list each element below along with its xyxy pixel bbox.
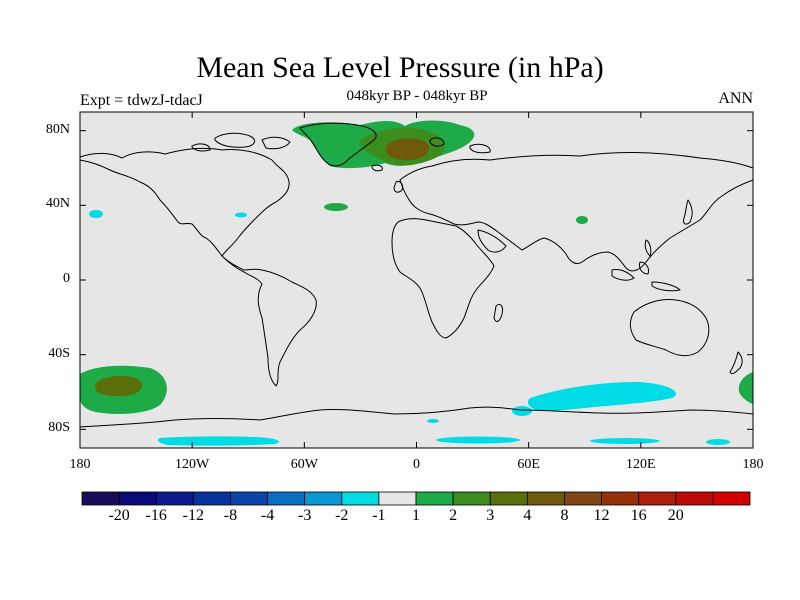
- contour-tibet: [576, 216, 588, 224]
- coast-japan: [683, 199, 693, 225]
- y-tick-label: 40N: [45, 196, 70, 212]
- x-tick-label: 60E: [517, 457, 540, 472]
- experiment-label: Expt = tdwzJ-tdacJ: [80, 92, 203, 109]
- coast-new-zealand: [729, 351, 743, 375]
- colorbar-swatch: [638, 491, 677, 506]
- colorbar-label: -3: [297, 507, 312, 524]
- colorbar-swatch: [564, 491, 602, 506]
- colorbar-label: -1: [372, 507, 386, 524]
- y-tick-label: 80S: [48, 420, 70, 436]
- contour-antarctic-3: [590, 438, 660, 444]
- colorbar-swatch: [118, 491, 157, 506]
- colorbar-swatch: [675, 491, 714, 506]
- contour-so-small: [512, 406, 532, 416]
- contour-southern-ocean: [527, 382, 677, 411]
- coast-madagascar: [493, 303, 503, 322]
- colorbar-label: 20: [667, 507, 684, 524]
- colorbar-label: 4: [523, 507, 532, 524]
- colorbar-swatch: [267, 491, 306, 506]
- colorbar-swatch: [601, 491, 640, 506]
- colorbar-label: 1: [412, 507, 420, 524]
- x-tick-label: 60W: [290, 457, 318, 472]
- colorbar-swatch: [192, 491, 231, 506]
- x-tick-label: 120W: [175, 457, 210, 472]
- contour-fills: [80, 120, 753, 446]
- colorbar-label: -12: [182, 507, 204, 524]
- contour-ne-pacific: [89, 210, 103, 218]
- colorbar-swatch: [378, 491, 417, 506]
- colorbar: [81, 491, 751, 506]
- x-tick-label: 180: [742, 457, 764, 472]
- coast-arctic-islands: [191, 132, 291, 152]
- colorbar-swatch: [489, 491, 528, 506]
- coast-eurasia: [399, 151, 754, 272]
- contour-south-pacific-core: [95, 376, 143, 397]
- coast-se-asia-islands: [611, 239, 681, 292]
- x-tick-label: 120E: [626, 457, 656, 472]
- colorbar-swatch: [415, 491, 454, 506]
- colorbar-label: 16: [630, 507, 647, 524]
- y-tick-label: 80N: [45, 121, 70, 137]
- contour-so-sliver: [427, 419, 439, 423]
- colorbar-label: 12: [593, 507, 610, 524]
- colorbar-label: -8: [223, 507, 238, 524]
- coast-antarctica: [79, 406, 754, 428]
- colorbar-label: -4: [260, 507, 275, 524]
- contour-antarctic-4: [706, 439, 730, 445]
- x-tick-label: 180: [69, 457, 91, 472]
- colorbar-label: 8: [560, 507, 569, 524]
- colorbar-label: 2: [449, 507, 458, 524]
- colorbar-label: -2: [335, 507, 349, 524]
- contour-antarctic-1: [158, 436, 279, 446]
- coast-africa: [391, 218, 495, 339]
- coast-australia: [629, 299, 710, 357]
- coast-iceland: [371, 164, 383, 172]
- y-tick-label: 40S: [48, 345, 70, 361]
- coast-north-america: [79, 147, 290, 257]
- contour-east-edge: [738, 372, 753, 404]
- colorbar-label: 3: [486, 507, 495, 524]
- coast-arabia: [477, 229, 507, 253]
- coast-south-america: [221, 255, 317, 387]
- coast-svalbard: [429, 137, 491, 154]
- colorbar-swatch: [452, 491, 491, 506]
- contour-arctic-core: [386, 138, 429, 161]
- colorbar-label: -20: [108, 507, 130, 524]
- contour-mid-pacific: [235, 212, 247, 218]
- contour-n-atlantic: [324, 203, 348, 211]
- colorbar-swatch: [230, 491, 268, 506]
- colorbar-swatch: [155, 491, 194, 506]
- coast-greenland: [299, 122, 377, 167]
- y-tick-label: 0: [63, 271, 70, 286]
- contour-antarctic-2: [436, 436, 520, 444]
- colorbar-swatch: [341, 491, 380, 506]
- coast-british-isles: [393, 181, 403, 193]
- coastlines: [79, 122, 754, 428]
- page-title: Mean Sea Level Pressure (in hPa): [196, 51, 604, 84]
- colorbar-swatch: [81, 491, 120, 506]
- colorbar-swatch: [712, 491, 751, 506]
- subtitle: 048kyr BP - 048kyr BP: [346, 88, 488, 104]
- colorbar-swatch: [304, 491, 343, 506]
- colorbar-swatch: [526, 491, 565, 506]
- colorbar-label: -16: [145, 507, 167, 524]
- axis-ticks: [79, 112, 754, 448]
- season-label: ANN: [718, 90, 753, 107]
- x-tick-label: 0: [413, 457, 420, 472]
